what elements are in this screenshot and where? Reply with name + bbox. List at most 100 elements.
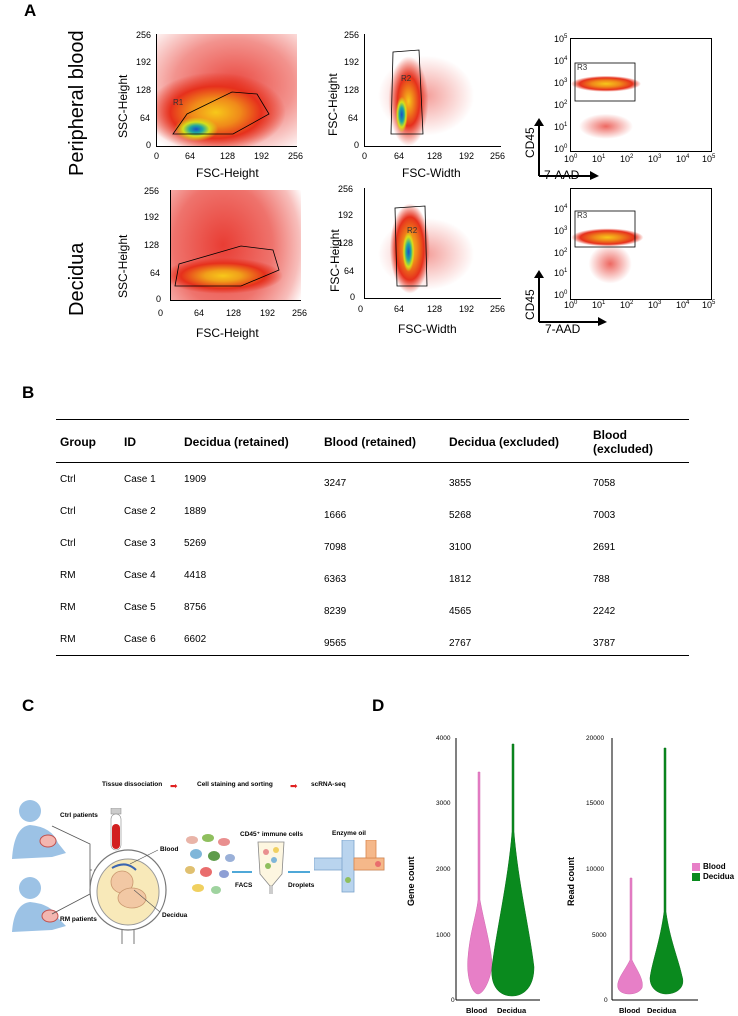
cd45-label: CD45 [523, 289, 537, 320]
tick: 128 [338, 238, 354, 248]
legend-label: Decidua [703, 872, 735, 881]
tick: 0 [154, 151, 160, 161]
table-header: Blood (retained) [320, 419, 445, 463]
tick: 192 [254, 151, 270, 161]
tick: 103 [554, 78, 568, 88]
tick: 100 [564, 154, 578, 164]
table-cell: Ctrl [60, 505, 76, 517]
flow-plot-blood-cd45: R3 [570, 38, 712, 152]
tick: 64 [194, 308, 205, 318]
table-cell: Case 6 [124, 633, 156, 645]
table-cell: 7058 [593, 477, 616, 489]
axis-arrows [534, 118, 599, 180]
rm-patients-label: RM patients [60, 916, 97, 923]
table-cell: RM [60, 633, 76, 645]
table-cell: 6363 [324, 573, 347, 585]
table-cell: 4418 [184, 569, 207, 581]
table-cell: Ctrl [60, 537, 76, 549]
panel-label-c: C [22, 696, 35, 715]
decidua-label: Decidua [162, 912, 188, 919]
flow-plot-decidua-fsch-fscw: R2 [364, 188, 501, 299]
uterus-icon [89, 849, 167, 944]
tick: 192 [144, 212, 160, 222]
cases-table: Group ID Decidua (retained) Blood (retai… [56, 419, 689, 656]
gate-r1-label: R1 [173, 98, 184, 107]
table-cell: 1666 [324, 509, 347, 521]
tick: 64 [344, 266, 355, 276]
tick: 128 [344, 85, 360, 95]
legend-swatch-blood [692, 862, 700, 871]
tick: 256 [490, 151, 506, 161]
legend-blood: Blood [692, 862, 726, 871]
flow-line [232, 871, 252, 873]
x-tick-blood: Blood [466, 1006, 488, 1015]
legend-label: Blood [703, 862, 726, 871]
tick: 128 [136, 85, 152, 95]
violin-decidua [649, 747, 684, 995]
panel-label-d: D [372, 696, 385, 715]
table-header: Group [56, 419, 120, 463]
table-cell: Case 3 [124, 537, 156, 549]
table-cell: 3787 [593, 637, 616, 649]
flow-line [288, 871, 310, 873]
tick: 128 [144, 240, 160, 250]
cd45-cells-label: CD45⁺ immune cells [240, 831, 304, 838]
table-cell: 2767 [449, 637, 472, 649]
violin-blood [467, 771, 493, 995]
tick: 256 [144, 186, 160, 196]
table-row: Ctrl Case 3 5269 7098 3100 2691 [56, 527, 689, 559]
tick: 100 [554, 144, 568, 154]
table-cell: Case 1 [124, 473, 156, 485]
tick: 0 [604, 997, 608, 1004]
7aad-label: 7-AAD [545, 322, 581, 336]
gate-r3-label: R3 [577, 211, 588, 220]
x-tick-decidua: Decidua [497, 1006, 527, 1015]
tick: 100 [564, 300, 578, 310]
tick: 0 [350, 292, 356, 302]
tick: 2000 [436, 866, 451, 873]
table-cell: Ctrl [60, 473, 76, 485]
ctrl-patients-label: Ctrl patients [60, 812, 98, 819]
legend-decidua: Decidua [692, 872, 734, 881]
table-cell: 1909 [184, 473, 207, 485]
panel-label-a: A [24, 1, 37, 20]
gate-r2-label: R2 [407, 226, 418, 235]
tick: 192 [136, 57, 152, 67]
tick: 105 [554, 34, 568, 44]
table-row: Ctrl Case 1 1909 3247 3855 7058 [56, 463, 689, 496]
enzyme-oil-label: Enzyme oil [332, 830, 366, 837]
microfluidic-chip-icon [314, 840, 385, 893]
tick: 101 [592, 154, 606, 164]
step-label: Tissue dissociation [102, 781, 163, 788]
table-cell: 3247 [324, 477, 347, 489]
gate-r3-label: R3 [577, 63, 588, 72]
rm-patient-icon [12, 877, 66, 932]
tick: 256 [490, 304, 506, 314]
tick: 128 [226, 308, 242, 318]
row-label-decidua: Decidua [66, 242, 88, 316]
tick: 103 [648, 300, 662, 310]
arrow-icon: ➡ [170, 781, 178, 791]
tick: 128 [220, 151, 236, 161]
table-cell: 5269 [184, 537, 207, 549]
tick: 104 [676, 154, 690, 164]
step-label: scRNA-seq [311, 781, 346, 788]
tick: 103 [648, 154, 662, 164]
violin-blood [617, 877, 643, 995]
gate-r2-label: R2 [401, 74, 412, 83]
tick: 15000 [586, 800, 605, 807]
tick: 192 [260, 308, 276, 318]
ctrl-patient-icon [12, 800, 66, 859]
tick: 4000 [436, 735, 451, 742]
tick: 0 [362, 151, 368, 161]
tick: 0 [156, 294, 162, 304]
tick: 64 [394, 151, 405, 161]
table-header: Blood (excluded) [589, 419, 689, 463]
y-axis-title: SSC-Height [116, 74, 130, 138]
x-axis-title: FSC-Width [398, 322, 457, 336]
violin-decidua [491, 743, 535, 997]
table-cell: 7003 [593, 509, 616, 521]
panel-label-b: B [22, 383, 35, 402]
tick: 0 [451, 997, 455, 1004]
table-cell: Case 4 [124, 569, 156, 581]
